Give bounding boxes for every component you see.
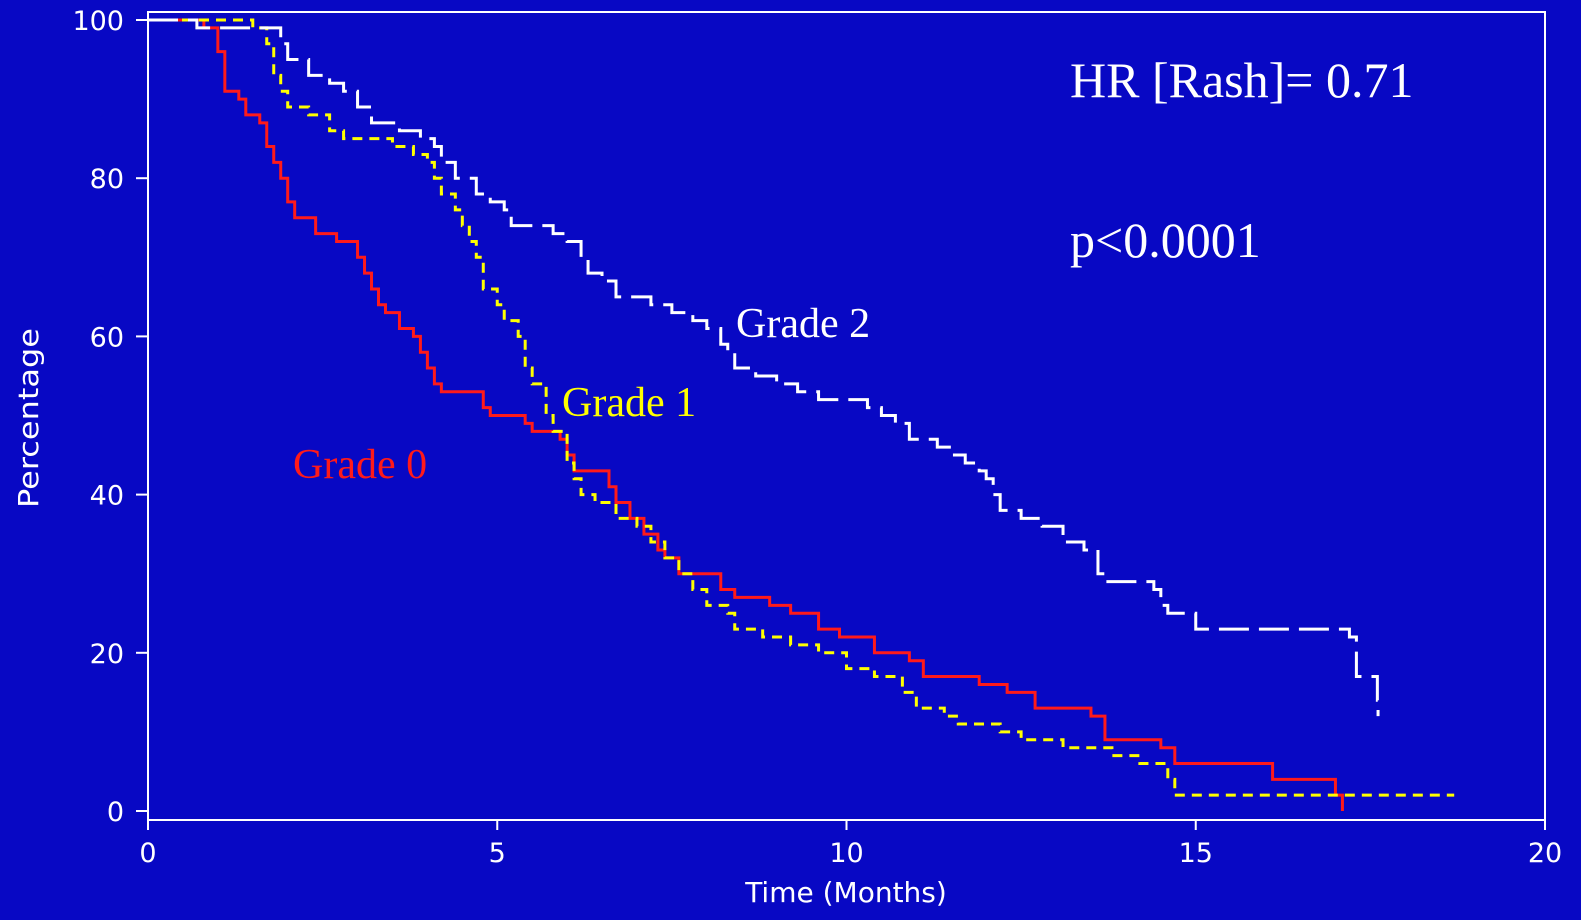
y-axis-label: Percentage <box>12 328 45 508</box>
y-tick-label: 40 <box>90 481 124 512</box>
survival-curve <box>148 18 1380 717</box>
series-label: Grade 1 <box>562 380 696 426</box>
x-tick-label: 10 <box>829 838 863 869</box>
y-tick-label: 0 <box>107 797 124 828</box>
y-tick-label: 60 <box>90 322 124 353</box>
series-label: Grade 0 <box>293 442 427 488</box>
x-tick-label: 15 <box>1179 838 1213 869</box>
annotation: HR [Rash]= 0.71 <box>1070 52 1413 108</box>
survival-curve <box>148 18 1344 811</box>
y-tick-label: 80 <box>90 164 124 195</box>
x-tick-label: 20 <box>1528 838 1562 869</box>
survival-curve <box>148 18 1455 797</box>
y-tick-label: 20 <box>90 639 124 670</box>
x-tick-label: 0 <box>139 838 156 869</box>
x-axis-label: Time (Months) <box>744 876 947 909</box>
annotation: p<0.0001 <box>1070 212 1261 268</box>
series-label: Grade 2 <box>736 301 870 347</box>
x-tick-label: 5 <box>489 838 506 869</box>
y-tick-label: 100 <box>72 6 124 37</box>
